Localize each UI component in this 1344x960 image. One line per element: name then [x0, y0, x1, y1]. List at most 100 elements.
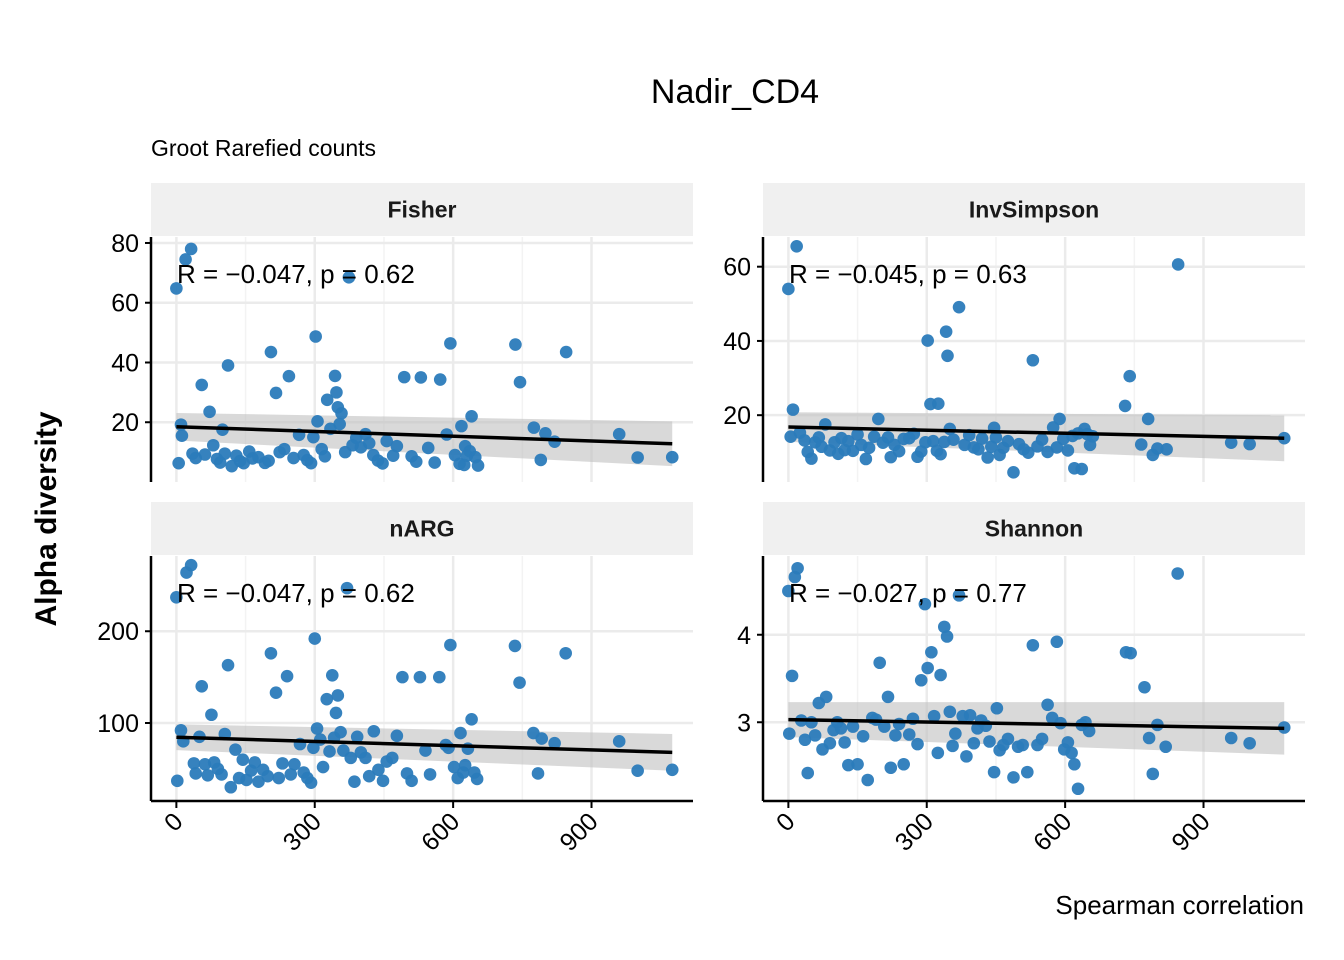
- x-tick-label: 0: [159, 807, 189, 837]
- data-point: [838, 736, 851, 749]
- strip-label-invsimpson: InvSimpson: [969, 197, 1099, 223]
- data-point: [1146, 767, 1160, 781]
- data-point: [1035, 732, 1049, 746]
- data-point: [215, 768, 228, 781]
- data-point: [927, 709, 941, 723]
- data-point: [423, 768, 437, 781]
- data-point: [264, 646, 278, 660]
- data-point: [172, 456, 185, 470]
- data-point: [872, 412, 885, 426]
- data-point: [805, 452, 818, 465]
- data-point: [1050, 441, 1064, 454]
- data-point: [548, 435, 561, 448]
- strip-label-fisher: Fisher: [387, 197, 456, 223]
- data-point: [1071, 782, 1085, 796]
- data-point: [1041, 698, 1054, 712]
- data-point: [307, 741, 320, 755]
- data-point: [535, 732, 549, 745]
- data-point: [221, 359, 235, 372]
- data-point: [334, 725, 347, 739]
- data-point: [221, 658, 235, 672]
- data-point: [1061, 736, 1075, 749]
- data-point: [1118, 399, 1132, 413]
- regression-line: [176, 424, 673, 446]
- data-point: [458, 758, 472, 772]
- data-point: [432, 670, 446, 684]
- data-point: [892, 444, 906, 458]
- data-point: [288, 757, 301, 771]
- data-point: [1016, 738, 1029, 752]
- data-point: [631, 451, 644, 464]
- data-point: [170, 282, 183, 295]
- y-tick-label: 80: [111, 230, 139, 258]
- data-point: [304, 456, 318, 470]
- data-point: [987, 765, 1001, 779]
- data-point: [206, 438, 220, 452]
- data-point: [350, 730, 364, 744]
- x-tick-label: 0: [771, 807, 801, 837]
- data-point: [1224, 436, 1238, 449]
- data-point: [1026, 638, 1040, 652]
- data-point: [963, 708, 977, 722]
- x-axis-title: Spearman correlation: [1055, 890, 1304, 920]
- data-point: [390, 439, 404, 453]
- data-point: [786, 403, 800, 416]
- regression-line: [176, 735, 673, 755]
- data-point: [851, 757, 864, 771]
- strip-label-shannon: Shannon: [985, 516, 1083, 542]
- data-point: [513, 676, 526, 689]
- data-point: [884, 761, 898, 775]
- regression-line: [788, 425, 1285, 440]
- data-point: [539, 426, 552, 440]
- data-point: [428, 456, 441, 469]
- confidence-ribbon: [176, 412, 673, 467]
- data-point: [1061, 444, 1075, 457]
- data-point: [612, 735, 626, 748]
- data-point: [454, 726, 467, 740]
- data-point: [1065, 746, 1078, 760]
- data-point: [187, 757, 201, 770]
- data-point: [985, 440, 998, 454]
- data-point: [397, 370, 411, 384]
- data-point: [304, 776, 318, 789]
- data-point: [1124, 646, 1137, 660]
- y-tick-label: 20: [723, 402, 751, 430]
- data-point: [218, 447, 232, 460]
- data-point: [362, 436, 376, 450]
- data-point: [309, 330, 322, 343]
- y-tick-label: 3: [737, 709, 751, 737]
- data-point: [175, 429, 189, 442]
- data-point: [851, 428, 864, 441]
- data-point: [444, 337, 457, 350]
- data-point: [801, 766, 815, 780]
- strip-fisher: [151, 183, 693, 236]
- data-point: [248, 756, 262, 769]
- data-point: [1007, 466, 1020, 479]
- data-point: [174, 724, 188, 737]
- data-point: [414, 371, 428, 384]
- y-tick-label: 20: [111, 409, 139, 437]
- data-point: [340, 581, 354, 595]
- data-point: [280, 669, 294, 683]
- data-point: [444, 638, 457, 652]
- y-axis-title: Alpha diversity: [30, 411, 63, 626]
- data-point: [782, 584, 795, 598]
- data-point: [1134, 438, 1148, 451]
- data-point: [359, 751, 372, 765]
- data-point: [447, 760, 461, 774]
- data-point: [455, 419, 468, 433]
- panel-narg: nARG R = −0.047, p = 0.62 100 200 0 300 600 900: [97, 502, 693, 857]
- data-point: [170, 774, 184, 788]
- data-point: [846, 720, 860, 733]
- data-point: [785, 669, 799, 683]
- x-tick-label: 300: [890, 807, 939, 856]
- data-point: [1171, 567, 1184, 580]
- data-point: [1243, 736, 1256, 750]
- data-point: [856, 729, 870, 743]
- data-point: [631, 764, 644, 778]
- panel-fisher: Fisher R = −0.047, p = 0.62 20 40 60 80: [111, 183, 693, 482]
- data-point: [513, 375, 527, 389]
- data-point: [470, 772, 484, 786]
- data-point: [531, 767, 545, 780]
- data-point: [333, 417, 346, 431]
